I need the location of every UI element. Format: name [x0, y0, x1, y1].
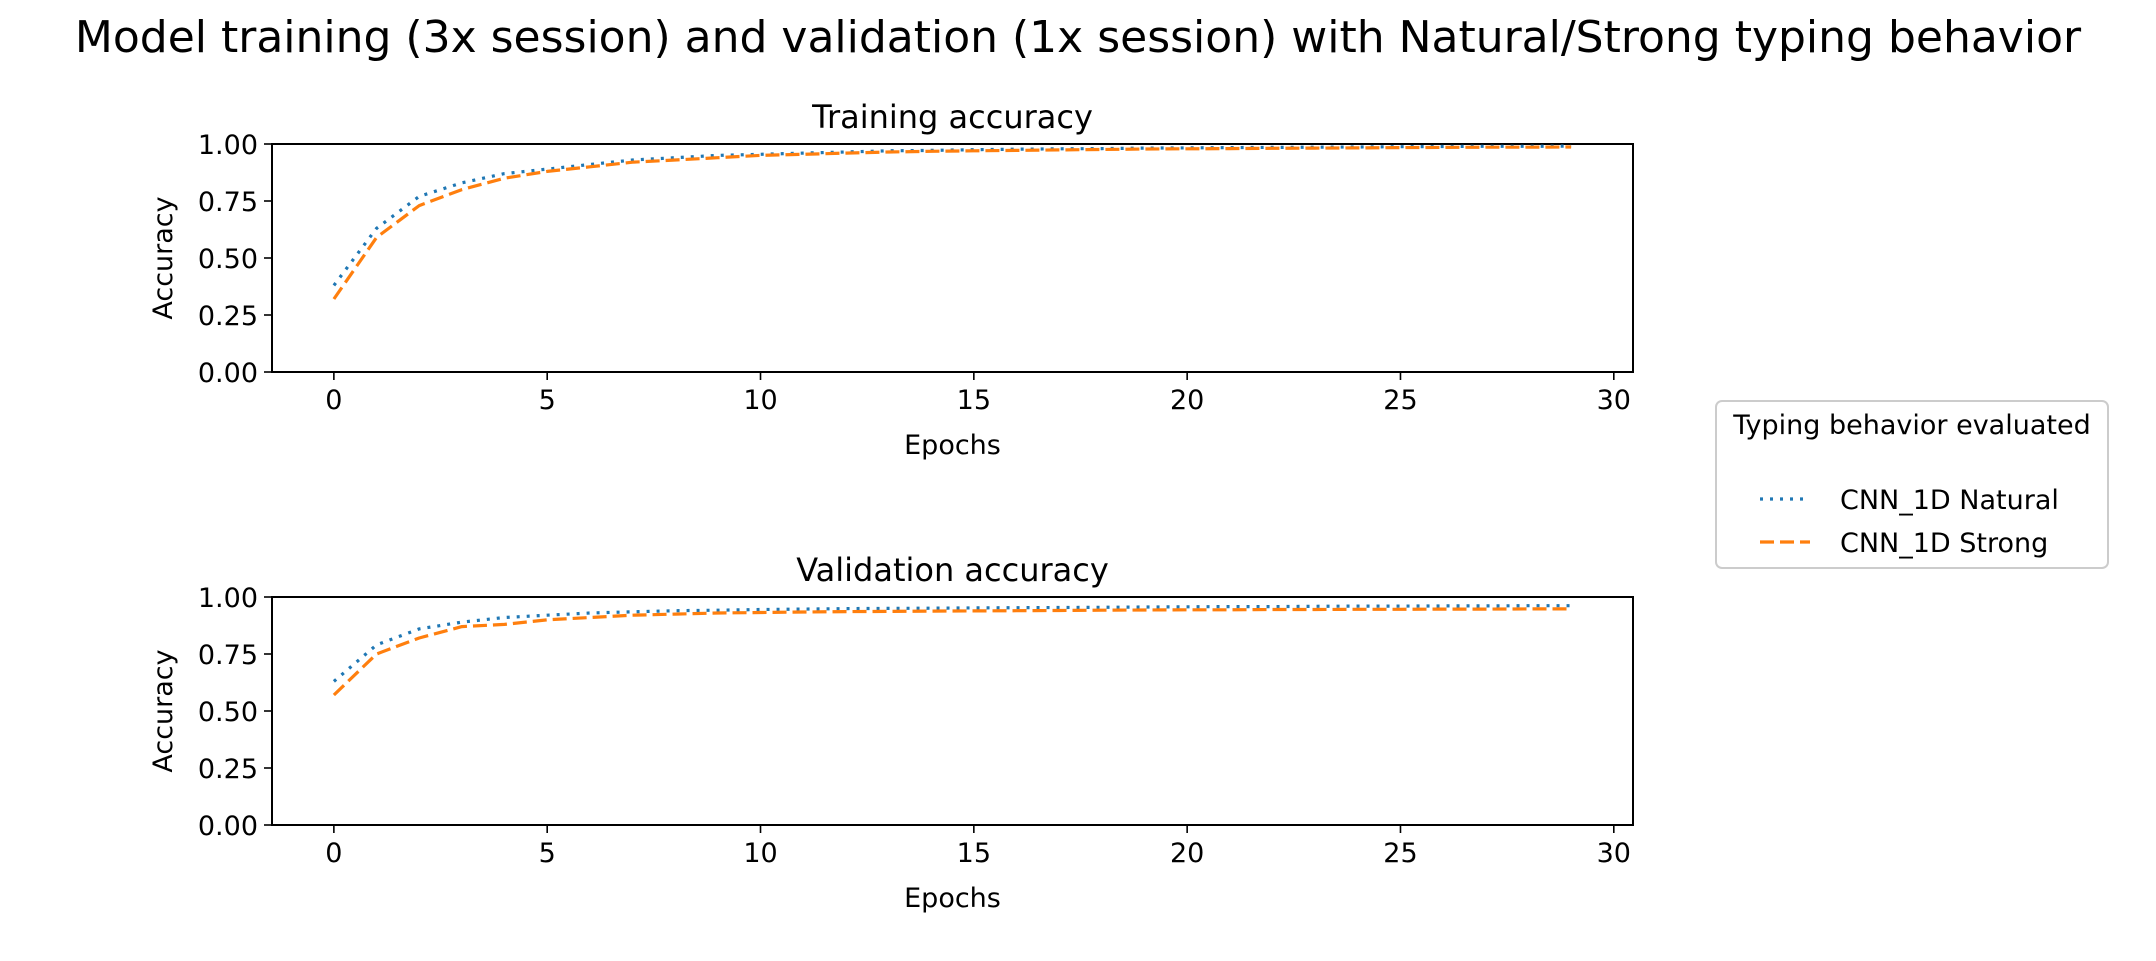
x-tick-label: 5	[539, 385, 556, 416]
x-tick-label: 15	[957, 385, 991, 416]
plot-frame	[271, 143, 1634, 373]
chart-title: Validation accuracy	[796, 551, 1109, 589]
y-axis-label: Accuracy	[148, 649, 179, 772]
x-tick-label: 30	[1597, 385, 1631, 416]
legend-title: Typing behavior evaluated	[1732, 410, 2090, 441]
x-tick-label: 20	[1170, 385, 1204, 416]
series-line-cnn-1d-natural	[332, 144, 1572, 287]
legend-box	[1715, 400, 2109, 569]
series-line-cnn-1d-strong	[332, 607, 1572, 697]
x-axis-label: Epochs	[904, 430, 1001, 461]
y-tick-label: 0.50	[198, 697, 258, 728]
x-tick-label: 25	[1383, 385, 1417, 416]
x-tick-label: 0	[325, 838, 342, 869]
legend-label-strong: CNN_1D Strong	[1840, 528, 2048, 559]
figure-title: Model training (3x session) and validati…	[75, 12, 2082, 63]
y-tick-label: 1.00	[198, 583, 258, 614]
x-tick-label: 30	[1597, 838, 1631, 869]
plot-frame	[271, 596, 1634, 826]
legend: Typing behavior evaluated CNN_1D Natural…	[1715, 400, 2109, 569]
chart-title: Training accuracy	[811, 98, 1093, 136]
x-tick-label: 0	[325, 385, 342, 416]
y-tick-label: 0.00	[198, 358, 258, 389]
y-tick-label: 0.50	[198, 244, 258, 275]
y-tick-label: 0.25	[198, 301, 258, 332]
x-tick-label: 5	[539, 838, 556, 869]
series-line-cnn-1d-strong	[332, 145, 1572, 300]
y-tick-label: 0.75	[198, 640, 258, 671]
x-tick-label: 25	[1383, 838, 1417, 869]
series-line-cnn-1d-natural	[332, 604, 1572, 683]
y-tick-label: 0.00	[198, 811, 258, 842]
training-accuracy-chart: Training accuracy 0 5 10 15 20 25 30 0.00 0.25 0.5…	[148, 98, 1634, 461]
y-tick-label: 0.25	[198, 754, 258, 785]
legend-label-natural: CNN_1D Natural	[1840, 485, 2059, 516]
x-tick-label: 10	[743, 838, 777, 869]
x-axis-label: Epochs	[904, 883, 1001, 914]
validation-accuracy-chart: Validation accuracy 0 5 10 15 20 25 30 0.00 0.25 0…	[148, 551, 1634, 914]
x-tick-label: 20	[1170, 838, 1204, 869]
y-axis-label: Accuracy	[148, 196, 179, 319]
y-tick-label: 0.75	[198, 187, 258, 218]
x-tick-label: 10	[743, 385, 777, 416]
x-tick-label: 15	[957, 838, 991, 869]
y-tick-label: 1.00	[198, 130, 258, 161]
